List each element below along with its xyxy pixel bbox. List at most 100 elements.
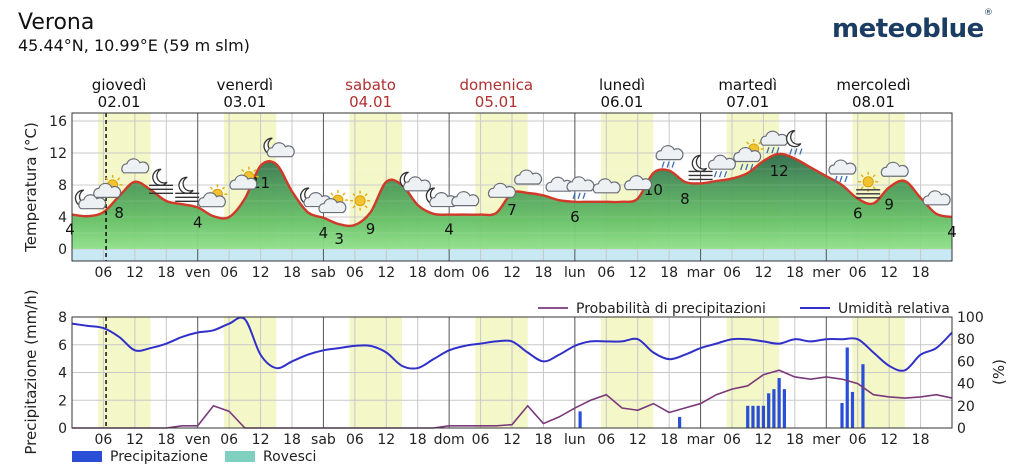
sun-disc — [354, 195, 366, 207]
precipitation-bar — [782, 389, 786, 428]
y-right-tick-label: 40 — [957, 377, 975, 393]
precipitation-bar — [861, 364, 865, 428]
legend-probability-label: Probabilità di precipitazioni — [576, 301, 766, 317]
cloud-shape — [121, 158, 150, 174]
day-name: martedì — [718, 76, 777, 94]
precipitation-bar — [761, 405, 766, 428]
precipitation-axis-label: Precipitazione (mm/h) — [22, 289, 40, 454]
temperature-label: 4 — [65, 221, 75, 239]
temperature-label: 8 — [114, 204, 124, 222]
x-tick-label: 18 — [786, 265, 804, 281]
x-tick-label: lun — [564, 265, 586, 281]
cloud-icon — [451, 191, 480, 207]
rain-drop — [723, 170, 728, 178]
temperature-label: 4 — [947, 223, 957, 241]
x-tick-label: 12 — [126, 265, 144, 281]
humidity-line — [71, 316, 953, 372]
cloud-shape — [624, 175, 653, 191]
x-tick-label: 12 — [755, 432, 773, 448]
cloud-shape — [592, 178, 621, 194]
sun-ray — [364, 205, 368, 209]
temperature-axis-label: Temperatura (°C) — [22, 122, 40, 253]
x-tick-label: 06 — [849, 265, 867, 281]
cloud-icon — [121, 158, 150, 174]
day-date: 06.01 — [601, 93, 644, 111]
sun-ray — [860, 186, 864, 190]
x-tick-label: 12 — [629, 432, 647, 448]
y-tick-label: 12 — [49, 146, 67, 162]
cloud-shape — [733, 146, 762, 163]
y-right-tick-label: 100 — [957, 310, 984, 326]
x-tick-label: mer — [812, 265, 840, 281]
x-tick-label: lun — [564, 432, 586, 448]
x-tick-label: ven — [185, 265, 211, 281]
temperature-label: 8 — [680, 190, 690, 208]
precipitation-bar — [840, 403, 844, 428]
moon-shape — [178, 176, 194, 194]
precipitation-bar — [678, 416, 682, 428]
y-right-tick-label: 80 — [957, 332, 975, 348]
y-tick-label: 2 — [58, 393, 67, 409]
brand-logo[interactable]: meteoblue® — [832, 8, 993, 44]
x-tick-label: 12 — [503, 432, 521, 448]
sun-cloud-icon — [93, 174, 123, 198]
x-tick-label: 18 — [535, 432, 553, 448]
y-tick-label: 0 — [58, 242, 67, 258]
x-tick-label: 06 — [723, 432, 741, 448]
y-tick-label: 6 — [58, 338, 67, 354]
x-tick-label: 18 — [660, 265, 678, 281]
x-tick-label: 12 — [880, 265, 898, 281]
cloud-rain-icon — [828, 159, 857, 183]
x-tick-label: 06 — [472, 265, 490, 281]
sun-ray — [746, 141, 750, 145]
sun-ray — [221, 186, 226, 190]
location-coordinates: 45.44°N, 10.99°E (59 m slm) — [18, 36, 250, 55]
sun-ray — [330, 192, 334, 196]
precipitation-bar — [751, 405, 755, 428]
x-tick-label: mar — [687, 265, 715, 281]
cloud-icon — [624, 175, 653, 191]
moon-fog-icon — [175, 176, 200, 202]
cloud-icon — [592, 178, 621, 194]
x-tick-label: 12 — [126, 432, 144, 448]
temperature-label: 3 — [334, 230, 344, 248]
rain-drop — [750, 163, 754, 171]
y-tick-label: 4 — [58, 366, 67, 382]
rain-drop — [671, 161, 675, 168]
temperature-label: 4 — [193, 213, 203, 231]
x-tick-label: 06 — [472, 432, 490, 448]
x-tick-label: 12 — [377, 432, 395, 448]
precipitation-bar — [578, 411, 582, 428]
day-name: mercoledì — [836, 76, 910, 94]
y-tick-label: 16 — [49, 114, 67, 130]
x-tick-label: 18 — [283, 432, 301, 448]
moon-cloud-icon — [74, 189, 107, 210]
cloud-shape — [403, 176, 431, 192]
x-tick-label: 06 — [346, 432, 364, 448]
rain-drop — [766, 146, 770, 154]
sun-ray — [352, 205, 356, 209]
x-tick-label: 12 — [377, 265, 395, 281]
precipitation-bar — [746, 405, 750, 428]
x-tick-label: 18 — [409, 432, 427, 448]
cloud-shape — [828, 159, 857, 175]
day-name: lunedì — [599, 76, 645, 94]
x-tick-label: 06 — [597, 265, 615, 281]
temperature-label: 7 — [507, 201, 517, 219]
x-tick-label: 18 — [912, 265, 930, 281]
day-name: sabato — [345, 76, 396, 94]
day-date: 03.01 — [223, 93, 266, 111]
precipitation-bar — [767, 393, 771, 428]
rain-drop — [771, 146, 775, 154]
cloud-shape — [707, 154, 736, 170]
rain-drop — [666, 161, 670, 168]
rain-drop — [661, 161, 665, 168]
precipitation-bar — [850, 391, 855, 428]
temperature-label: 4 — [444, 221, 454, 239]
temperature-frame — [71, 112, 953, 262]
sun-icon — [350, 190, 371, 211]
day-name: venerdì — [217, 76, 273, 94]
x-tick-label: 12 — [252, 432, 270, 448]
